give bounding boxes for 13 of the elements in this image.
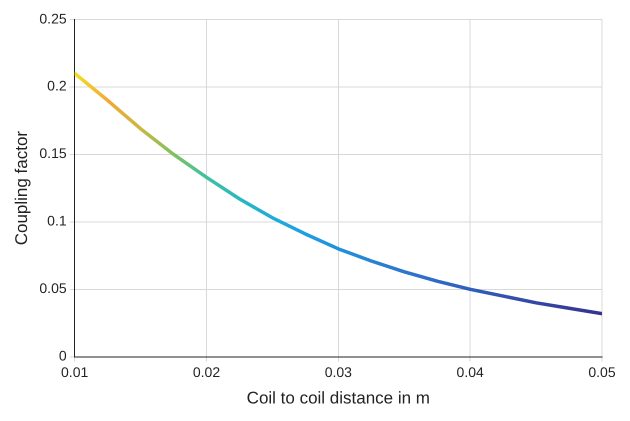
x-tick-label: 0.01 [61,364,88,380]
y-tick-label: 0.25 [39,10,67,26]
y-tick-label: 0.15 [39,145,67,162]
y-tick-label: 0.2 [47,78,67,94]
x-tick-label: 0.03 [324,364,352,380]
y-axis-title: Coupling factor [12,130,31,246]
y-tick-label: 0.1 [47,212,67,229]
y-tick-label: 0.05 [39,280,67,296]
x-axis-title: Coil to coil distance in m [246,388,430,408]
y-tick-label: 0 [58,348,67,364]
x-tick-label: 0.02 [192,364,220,380]
x-tick-label: 0.04 [456,364,484,380]
x-tick-label: 0.05 [588,364,616,380]
